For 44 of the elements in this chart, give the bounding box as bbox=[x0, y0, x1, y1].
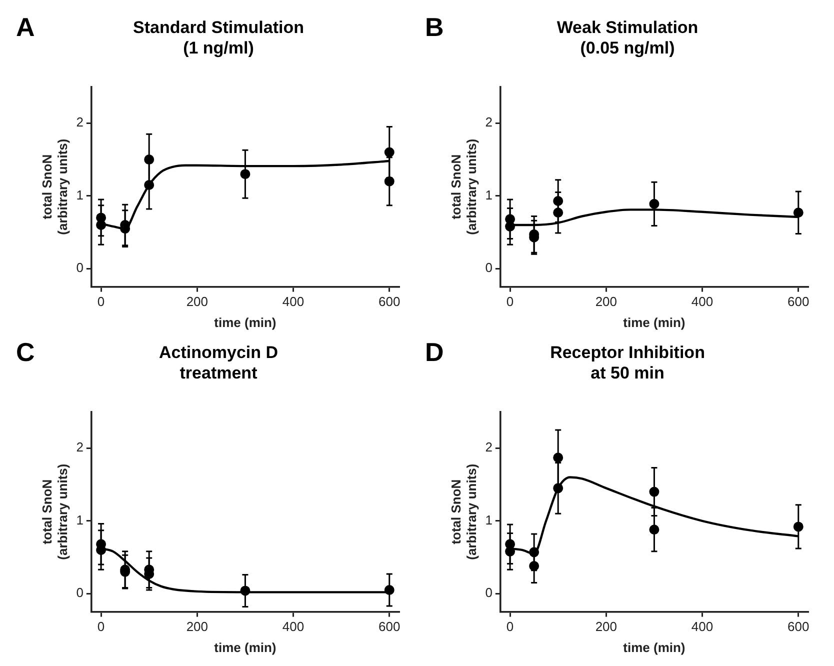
y-tick-label: 0 bbox=[485, 585, 492, 600]
x-axis-title: time (min) bbox=[214, 640, 276, 655]
x-axis-title: time (min) bbox=[623, 640, 686, 655]
x-tick-label: 600 bbox=[788, 619, 810, 634]
x-tick-label: 600 bbox=[378, 294, 400, 310]
text: D bbox=[425, 337, 444, 368]
x-tick-label: 400 bbox=[282, 619, 304, 634]
text: C bbox=[16, 337, 35, 368]
y-tick-label: 0 bbox=[76, 585, 84, 600]
text: A bbox=[16, 12, 35, 43]
x-axis-title: time (min) bbox=[623, 314, 686, 330]
x-tick-label: 200 bbox=[186, 619, 208, 634]
x-tick-label: 0 bbox=[506, 619, 514, 634]
y-tick-label: 1 bbox=[76, 187, 84, 202]
x-tick-label: 400 bbox=[282, 294, 304, 310]
x-tick-label: 0 bbox=[97, 619, 105, 634]
y-axis-title: total SnoN (arbitrary units) bbox=[39, 464, 70, 560]
y-tick-label: 1 bbox=[76, 512, 84, 528]
y-axis-title: total SnoN (arbitrary units) bbox=[448, 464, 479, 560]
y-tick-label: 2 bbox=[485, 114, 492, 130]
chart-title: Actinomycin D treatment bbox=[158, 342, 278, 382]
x-tick-label: 0 bbox=[97, 294, 105, 310]
x-tick-label: 600 bbox=[788, 294, 810, 310]
text: B bbox=[425, 12, 444, 43]
x-tick-label: 200 bbox=[186, 294, 208, 310]
y-tick-label: 2 bbox=[76, 440, 84, 455]
chart-title: Weak Stimulation (0.05 ng/ml) bbox=[556, 18, 698, 58]
x-axis-title: time (min) bbox=[214, 314, 276, 330]
y-axis-title: total SnoN (arbitrary units) bbox=[448, 138, 479, 235]
y-tick-label: 0 bbox=[76, 260, 84, 276]
chart-title: Receptor Inhibition at 50 min bbox=[550, 342, 705, 382]
y-tick-label: 0 bbox=[485, 260, 492, 276]
x-tick-label: 200 bbox=[595, 619, 618, 634]
chart-title: Standard Stimulation (1 ng/ml) bbox=[133, 18, 304, 58]
x-tick-label: 600 bbox=[378, 619, 400, 634]
y-tick-label: 1 bbox=[485, 512, 492, 528]
y-tick-label: 2 bbox=[76, 114, 84, 130]
x-tick-label: 0 bbox=[506, 294, 514, 310]
x-tick-label: 400 bbox=[691, 619, 714, 634]
x-tick-label: 400 bbox=[691, 294, 714, 310]
x-tick-label: 200 bbox=[595, 294, 618, 310]
y-tick-label: 2 bbox=[485, 440, 492, 455]
y-tick-label: 1 bbox=[485, 187, 492, 202]
y-axis-title: total SnoN (arbitrary units) bbox=[39, 138, 70, 235]
